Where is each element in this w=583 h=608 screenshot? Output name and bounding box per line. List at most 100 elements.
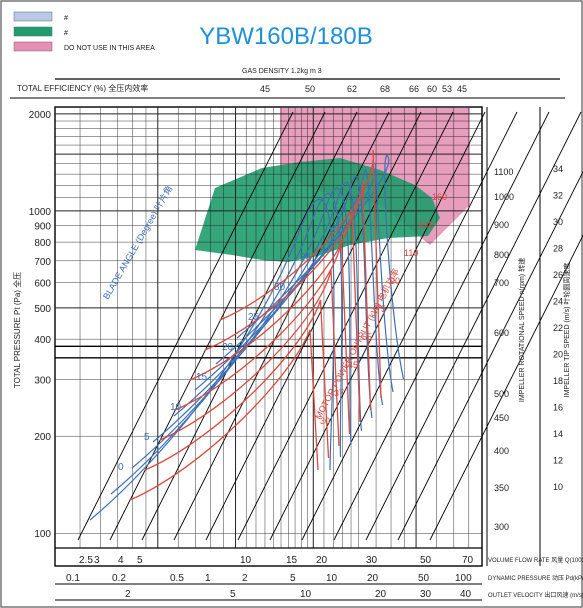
power-mark: 90 bbox=[390, 276, 400, 286]
tip-speed-tick: 22 bbox=[553, 323, 563, 333]
blade-angle-curve bbox=[110, 193, 343, 495]
power-mark: 160 bbox=[432, 192, 447, 202]
flow-tick: 4 bbox=[118, 555, 124, 566]
blade-angle-curve bbox=[152, 181, 363, 443]
speed-ray bbox=[173, 111, 390, 541]
speed-ray bbox=[77, 111, 294, 541]
efficiency-tick: 45 bbox=[260, 84, 270, 94]
efficiency-tick: 45 bbox=[457, 84, 467, 94]
flow-tick: 70 bbox=[462, 555, 474, 566]
speed-tick: 350 bbox=[494, 483, 509, 493]
legend-label: DO NOT USE IN THIS AREA bbox=[64, 45, 155, 52]
dynamic-tick: 1 bbox=[205, 573, 211, 584]
dynamic-tick: 10 bbox=[326, 573, 338, 584]
power-curve bbox=[174, 239, 351, 435]
power-curve bbox=[129, 329, 319, 501]
pressure-tick: 2000 bbox=[29, 110, 52, 121]
speed-tick: 400 bbox=[494, 446, 509, 456]
pressure-tick: 100 bbox=[34, 529, 51, 540]
velocity-tick: 30 bbox=[420, 589, 432, 600]
power-mark: 55 bbox=[362, 332, 372, 342]
efficiency-tick: 68 bbox=[380, 84, 390, 94]
speed-tick: 800 bbox=[494, 250, 509, 260]
flow-tick: 20 bbox=[316, 555, 328, 566]
power-curve bbox=[159, 269, 340, 447]
blade-angle-curve bbox=[131, 187, 352, 469]
speed-ray bbox=[429, 234, 583, 541]
legend-swatch bbox=[13, 11, 53, 22]
flow-tick: 2.5 bbox=[79, 555, 93, 566]
legend-label: # bbox=[64, 15, 68, 22]
pressure-tick: 900 bbox=[34, 222, 51, 233]
chart-title: YBW160B/180B bbox=[199, 23, 372, 50]
power-mark: 45 bbox=[348, 360, 358, 370]
power-mark: 132 bbox=[418, 220, 433, 230]
legend-swatch bbox=[13, 26, 53, 37]
velocity-tick: 20 bbox=[375, 589, 387, 600]
dynamic-tick: 0.1 bbox=[66, 573, 80, 584]
speed-ray bbox=[141, 111, 358, 541]
blade-angle-curve bbox=[236, 154, 405, 380]
dynamic-tick: 5 bbox=[290, 573, 296, 584]
speed-tick: 450 bbox=[494, 413, 509, 423]
tip-speed-tick: 16 bbox=[553, 403, 563, 413]
flow-tick: 10 bbox=[240, 555, 252, 566]
tip-speed-tick: 28 bbox=[553, 244, 563, 254]
blade-angle-value: 5 bbox=[144, 432, 150, 443]
tip-speed-tick: 34 bbox=[553, 164, 563, 174]
speed-tick: 1000 bbox=[494, 192, 514, 202]
dynamic-tick: 2 bbox=[242, 573, 248, 584]
blade-angle-value: 25 bbox=[248, 312, 260, 323]
tip-speed-tick: 10 bbox=[553, 482, 563, 492]
speed-tick: 600 bbox=[494, 328, 509, 338]
legend-label: # bbox=[64, 30, 68, 37]
pressure-tick: 600 bbox=[34, 278, 51, 289]
power-mark: 37 bbox=[334, 388, 344, 398]
speed-tick: 700 bbox=[494, 278, 509, 288]
flow-tick: 3 bbox=[94, 555, 100, 566]
efficiency-tick: 60 bbox=[427, 84, 437, 94]
tip-speed-tick: 18 bbox=[553, 376, 563, 386]
velocity-tick: 5 bbox=[230, 589, 236, 600]
blade-angle-value: 20 bbox=[222, 342, 234, 353]
blade-angle-value: 35 bbox=[300, 252, 312, 263]
velocity-tick: 40 bbox=[460, 589, 472, 600]
pressure-tick: 1000 bbox=[29, 207, 52, 218]
blade-angle-curve bbox=[215, 162, 394, 393]
tip-speed-tick: 20 bbox=[553, 350, 563, 360]
dynamic-tick: 0.5 bbox=[170, 573, 184, 584]
power-curve bbox=[144, 299, 330, 471]
blade-angle-value: 30 bbox=[274, 282, 286, 293]
y-axis-label: TOTAL PRESSURE Pt (Pa) 全压 bbox=[12, 272, 22, 388]
flow-tick: 50 bbox=[420, 555, 432, 566]
power-mark: 110 bbox=[404, 248, 418, 258]
velocity-tick: 2 bbox=[125, 589, 131, 600]
dynamic-label: DYNAMIC PRESSURE 动压 Pd(kPa) bbox=[488, 575, 583, 582]
blade-angle-curve bbox=[194, 169, 384, 406]
pressure-tick: 800 bbox=[34, 238, 51, 249]
tip-speed-label: IMPELLER TIP SPEED (m/s) 叶轮圆周速度 bbox=[562, 263, 571, 398]
speed-ray bbox=[269, 111, 486, 541]
dynamic-tick: 20 bbox=[367, 573, 379, 584]
efficiency-tick: 62 bbox=[347, 84, 357, 94]
power-mark: 30 bbox=[320, 416, 330, 426]
speed-ray bbox=[397, 170, 583, 541]
velocity-tick: 10 bbox=[300, 589, 312, 600]
efficiency-tick: 50 bbox=[305, 84, 315, 94]
legend-swatch bbox=[13, 41, 53, 52]
speed-ray bbox=[365, 111, 582, 541]
flow-tick: 15 bbox=[286, 555, 298, 566]
speed-ray bbox=[301, 111, 518, 541]
speed-ray bbox=[109, 111, 326, 541]
dynamic-tick: 50 bbox=[418, 573, 430, 584]
blade-angle-value: 10 bbox=[170, 402, 182, 413]
tip-speed-tick: 24 bbox=[553, 297, 563, 307]
pressure-tick: 700 bbox=[34, 257, 51, 268]
efficiency-label: TOTAL EFFICIENCY (%) 全压内效率 bbox=[17, 83, 148, 93]
speed-tick: 500 bbox=[494, 389, 509, 399]
blade-angle-curve bbox=[89, 198, 335, 521]
power-curve bbox=[204, 179, 372, 411]
power-mark: 75 bbox=[376, 304, 386, 314]
